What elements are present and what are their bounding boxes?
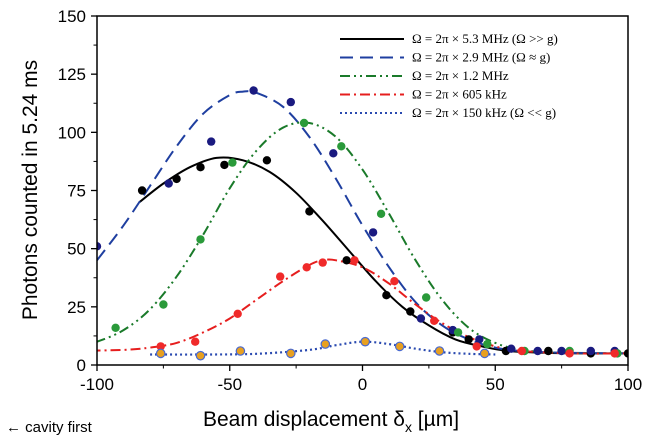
data-point-series-1 bbox=[475, 335, 484, 344]
data-point-series-3 bbox=[430, 316, 439, 325]
data-point-series-0 bbox=[137, 186, 147, 195]
y-tick-label: 0 bbox=[77, 356, 86, 375]
data-point-series-0 bbox=[220, 160, 229, 170]
y-tick-label: 75 bbox=[67, 182, 86, 201]
data-point-series-3 bbox=[610, 349, 619, 358]
data-point-series-2 bbox=[228, 158, 237, 167]
fit-line-series-3 bbox=[97, 258, 628, 355]
data-point-series-1 bbox=[286, 97, 295, 107]
data-point-series-1 bbox=[586, 346, 595, 356]
data-point-series-2 bbox=[483, 339, 492, 349]
data-point-series-4 bbox=[155, 348, 166, 359]
legend-label-series-1: Ω = 2π × 2.9 MHz (Ω ≈ g) bbox=[412, 50, 550, 65]
y-tick-label: 150 bbox=[58, 7, 86, 26]
data-point-series-1 bbox=[164, 179, 173, 188]
data-point-series-0 bbox=[305, 207, 314, 216]
x-axis-label: Beam displacement δx [µm] bbox=[203, 408, 459, 435]
data-point-series-1 bbox=[533, 346, 542, 356]
data-point-series-2 bbox=[196, 235, 205, 244]
legend-label-series-0: Ω = 2π × 5.3 MHz (Ω >> g) bbox=[412, 31, 558, 46]
data-point-series-3 bbox=[276, 272, 285, 281]
data-point-series-4 bbox=[235, 346, 246, 356]
data-point-series-3 bbox=[350, 256, 359, 265]
legend-label-series-3: Ω = 2π × 605 kHz bbox=[412, 87, 507, 102]
data-point-series-1 bbox=[416, 314, 426, 323]
legend-label-series-4: Ω = 2π × 150 kHz (Ω << g) bbox=[412, 105, 556, 120]
x-tick-label: -100 bbox=[80, 375, 114, 394]
x-axis-label-unit: [µm] bbox=[412, 408, 459, 431]
data-point-series-0 bbox=[262, 156, 272, 165]
data-point-series-2 bbox=[159, 300, 168, 309]
data-point-series-1 bbox=[97, 242, 102, 251]
x-axis-label-subscript: x bbox=[405, 419, 412, 435]
data-points bbox=[80, 86, 628, 361]
data-point-series-3 bbox=[565, 349, 574, 358]
data-point-series-2 bbox=[111, 323, 120, 332]
data-point-series-3 bbox=[302, 263, 311, 272]
x-tick-label: 50 bbox=[486, 375, 505, 394]
legend: Ω = 2π × 5.3 MHz (Ω >> g) Ω = 2π × 2.9 MH… bbox=[340, 31, 558, 120]
y-tick-label: 50 bbox=[67, 240, 86, 259]
data-point-series-2 bbox=[376, 209, 386, 218]
data-point-series-3 bbox=[318, 258, 327, 267]
cavity-first-annotation: ← cavity first bbox=[6, 419, 93, 436]
data-point-series-4 bbox=[195, 350, 206, 361]
data-point-series-4 bbox=[434, 346, 445, 356]
data-point-series-0 bbox=[196, 163, 205, 172]
data-point-series-0 bbox=[623, 349, 628, 358]
data-point-series-4 bbox=[394, 341, 405, 352]
y-tick-label: 125 bbox=[58, 65, 86, 84]
data-point-series-3 bbox=[390, 277, 399, 286]
data-point-series-3 bbox=[517, 346, 526, 356]
data-point-series-3 bbox=[191, 337, 200, 346]
legend-label-series-2: Ω = 2π × 1.2 MHz bbox=[412, 68, 509, 83]
plot-frame bbox=[96, 15, 629, 366]
data-point-series-3 bbox=[233, 309, 242, 318]
data-point-series-2 bbox=[337, 142, 346, 151]
data-point-series-1 bbox=[249, 86, 258, 95]
data-point-series-2 bbox=[299, 118, 309, 128]
x-tick-label: 0 bbox=[358, 375, 367, 394]
axis-ticks: -100 -50 0 50 100 0 25 50 75 100 125 150 bbox=[58, 7, 643, 394]
data-point-series-0 bbox=[342, 256, 351, 265]
y-tick-label: 100 bbox=[58, 123, 86, 142]
data-point-series-1 bbox=[207, 137, 216, 146]
data-point-series-0 bbox=[406, 307, 415, 316]
data-point-series-4 bbox=[360, 336, 370, 347]
data-point-series-2 bbox=[422, 293, 431, 302]
x-tick-label: -50 bbox=[217, 375, 242, 394]
data-point-series-3 bbox=[472, 342, 481, 351]
data-point-series-3 bbox=[156, 342, 165, 351]
fit-curves bbox=[97, 90, 628, 356]
y-axis-label: Photons counted in 5.24 ms bbox=[19, 60, 42, 320]
data-point-series-3 bbox=[80, 347, 88, 355]
data-point-series-0 bbox=[172, 174, 181, 184]
data-point-series-0 bbox=[382, 291, 391, 300]
data-point-series-1 bbox=[329, 149, 338, 158]
data-point-series-1 bbox=[557, 346, 566, 356]
x-axis-label-main: Beam displacement δ bbox=[203, 408, 405, 431]
data-point-series-0 bbox=[544, 346, 553, 356]
data-point-series-4 bbox=[479, 348, 490, 359]
fit-line-series-0 bbox=[138, 156, 628, 355]
y-tick-label: 25 bbox=[67, 298, 86, 317]
x-tick-label: 100 bbox=[614, 375, 642, 394]
fit-line-series-2 bbox=[97, 121, 628, 355]
data-point-series-2 bbox=[453, 328, 463, 337]
fit-line-series-1 bbox=[97, 90, 628, 355]
data-point-series-4 bbox=[285, 348, 296, 359]
data-point-series-4 bbox=[320, 339, 331, 349]
data-point-series-1 bbox=[368, 228, 378, 237]
data-point-series-1 bbox=[507, 344, 516, 353]
data-point-series-0 bbox=[464, 335, 473, 344]
